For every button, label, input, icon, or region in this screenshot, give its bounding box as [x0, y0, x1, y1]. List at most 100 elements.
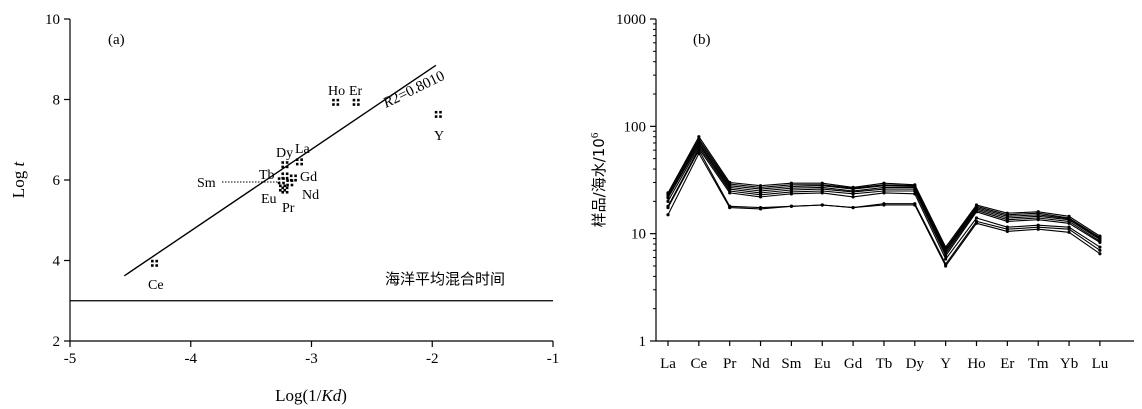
point-label-la: La: [295, 142, 311, 157]
data-point: [1036, 218, 1040, 222]
data-point: [1098, 252, 1102, 256]
data-point: [1005, 229, 1009, 233]
panel-b-label: (b): [693, 32, 711, 48]
point-la: [295, 158, 303, 166]
point-label-ce: Ce: [148, 278, 164, 293]
panel-a-ticks: [64, 18, 554, 347]
data-point: [1098, 240, 1102, 244]
data-point: [697, 148, 701, 152]
series-5: [666, 142, 1102, 256]
panel-b-tick-labels: 1 10 100 1000 La Ce Pr Nd Sm Eu Gd Tb Dy Y Ho Er Tm Yb Lu: [616, 12, 1109, 372]
series-line: [667, 152, 1101, 268]
y-tick-label: 6: [53, 173, 61, 189]
y-tick-label: 1000: [616, 12, 646, 28]
x-tick-label: Er: [1000, 356, 1014, 372]
data-point: [913, 192, 917, 196]
x-tick-label: Gd: [844, 356, 863, 372]
data-point: [697, 151, 701, 155]
y-tick-label: 8: [53, 93, 61, 109]
panel-b-y-axis-label: 样品/海水/106: [589, 132, 608, 227]
data-point: [1067, 227, 1071, 231]
data-point: [1067, 221, 1071, 225]
data-point: [851, 192, 855, 196]
data-point: [666, 213, 670, 217]
point-pr: [281, 186, 289, 194]
data-point: [820, 191, 824, 195]
data-point: [851, 205, 855, 210]
point-sm: [277, 177, 285, 185]
ocean-mixing-time-label: 海洋平均混合时间: [385, 270, 505, 288]
point-label-sm: Sm: [197, 176, 216, 191]
point-label-y: Y: [434, 129, 444, 144]
data-point: [697, 135, 701, 139]
data-point: [1067, 230, 1071, 234]
panel-a-x-axis-label: Log(1/Kd): [275, 386, 347, 405]
data-point: [820, 203, 824, 207]
x-tick-label: Ho: [967, 356, 985, 372]
point-label-er: Er: [349, 84, 363, 99]
series-line: [667, 148, 1101, 266]
data-point: [758, 195, 763, 199]
x-tick-label: -2: [426, 351, 439, 367]
data-point: [974, 210, 979, 214]
data-point: [666, 196, 670, 200]
x-tick-label: -5: [64, 351, 77, 367]
data-point: [882, 191, 886, 195]
x-tick-label: Pr: [723, 356, 736, 372]
point-y: [434, 110, 442, 118]
data-point: [789, 204, 794, 208]
data-point: [789, 192, 794, 196]
data-point: [1036, 227, 1040, 231]
x-tick-label: -4: [185, 351, 198, 367]
x-tick-label: Lu: [1092, 356, 1109, 372]
data-point: [1005, 219, 1009, 224]
data-point: [913, 189, 917, 193]
x-tick-label: -3: [305, 351, 318, 367]
point-nd: [286, 179, 294, 187]
data-point: [1098, 245, 1102, 249]
data-point: [944, 257, 948, 261]
point-label-eu: Eu: [261, 192, 277, 207]
x-tick-label: Tm: [1028, 356, 1049, 372]
data-point: [944, 264, 948, 268]
data-point: [728, 205, 732, 210]
point-dy: [281, 161, 289, 169]
point-er: [352, 98, 360, 106]
panel-a-points: [151, 98, 442, 267]
panel-a-label: (a): [108, 32, 125, 48]
panel-a-scatter: -5 -4 -3 -2 -1 2 4 6 8 10 (a) Log(1/Kd) Log t 海洋平…: [9, 12, 559, 405]
y-tick-label: 10: [45, 12, 60, 28]
x-tick-label: La: [660, 356, 676, 372]
point-label-dy: Dy: [276, 146, 293, 161]
regression-r2-label: R2=0.8010: [380, 68, 448, 112]
y-tick-label: 10: [631, 227, 646, 243]
regression-line: [123, 64, 437, 277]
x-tick-label: Tb: [876, 356, 893, 372]
point-ce: [151, 259, 159, 267]
data-point: [666, 199, 670, 203]
series-6: [666, 144, 1102, 258]
panel-a-tick-labels: -5 -4 -3 -2 -1 2 4 6 8 10: [45, 12, 559, 367]
data-point: [851, 195, 855, 199]
series-9: [666, 151, 1102, 268]
point-eu: [279, 184, 287, 192]
point-label-nd: Nd: [302, 188, 319, 203]
series-line: [667, 139, 1101, 252]
data-point: [974, 221, 979, 225]
series-4: [666, 141, 1102, 254]
x-tick-label: Ce: [691, 356, 708, 372]
panel-b-series: [666, 135, 1102, 268]
panel-b-ticks: [650, 18, 1101, 346]
point-label-ho: Ho: [328, 84, 345, 99]
series-line: [667, 145, 1101, 257]
data-point: [974, 216, 979, 220]
point-label-gd: Gd: [300, 170, 317, 185]
point-label-tb: Tb: [259, 168, 275, 183]
y-tick-label: 1: [639, 334, 647, 350]
panel-a-y-axis-label: Log t: [9, 161, 28, 199]
data-point: [913, 203, 917, 207]
series-3: [666, 139, 1102, 252]
point-ho: [332, 98, 340, 106]
data-point: [697, 144, 701, 149]
